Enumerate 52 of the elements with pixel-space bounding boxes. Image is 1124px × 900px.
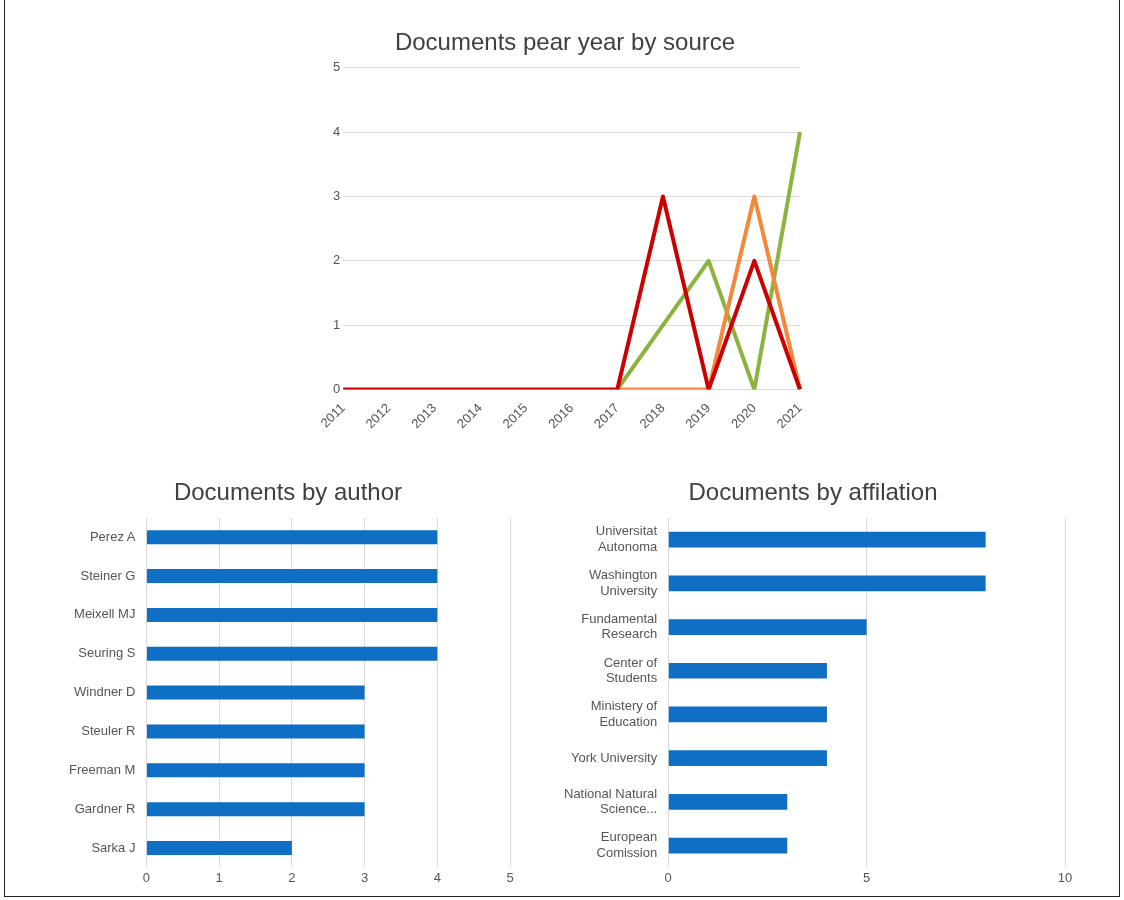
x-tick-label: 3 — [360, 869, 369, 885]
y-tick-label: Fundamental Research — [581, 610, 658, 642]
y-tick-label: European Comission — [596, 829, 658, 860]
bar — [146, 530, 438, 545]
bar — [146, 646, 438, 661]
bar — [668, 531, 986, 548]
chart-title: Documents by affilation — [688, 478, 938, 506]
x-tick-label: 4 — [433, 869, 441, 885]
y-tick-label: 1 — [333, 316, 341, 332]
bar — [146, 569, 438, 584]
bar — [668, 662, 827, 679]
y-tick-label: 0 — [333, 381, 341, 397]
y-tick-label: Sarka J — [91, 839, 136, 855]
bar — [668, 619, 867, 635]
y-tick-label: Washington University — [589, 567, 658, 598]
x-tick-label: 1 — [215, 869, 223, 885]
bar — [668, 793, 788, 810]
y-tick-label: Steuler R — [81, 723, 136, 739]
x-tick-label: 0 — [142, 869, 151, 885]
y-tick-label: 4 — [333, 123, 341, 139]
y-tick-label: Center of Students — [603, 654, 658, 686]
bar — [668, 706, 827, 723]
x-tick-label: 2 — [288, 869, 296, 885]
y-tick-label: Windner D — [74, 684, 136, 700]
bar — [668, 750, 827, 767]
y-tick-label: Seuring S — [78, 645, 136, 661]
y-tick-label: 3 — [333, 188, 341, 204]
bar — [668, 575, 986, 592]
bar — [146, 840, 292, 855]
bar — [146, 724, 365, 739]
y-tick-label: 2 — [333, 252, 341, 268]
bar — [146, 763, 365, 778]
y-tick-label: Perez A — [89, 528, 136, 544]
x-tick-label: 10 — [1057, 869, 1073, 885]
y-tick-label: National Natural Science... — [564, 785, 658, 817]
bar — [146, 802, 365, 817]
x-tick-label: 5 — [862, 869, 871, 885]
y-tick-label: 5 — [333, 59, 341, 75]
chart-title: Documents by author — [173, 478, 403, 506]
chart-title: Documents pear year by source — [394, 28, 736, 56]
y-tick-label: Gardner R — [74, 800, 136, 816]
x-tick-label: 0 — [664, 869, 672, 885]
y-tick-label: Freeman M — [68, 761, 136, 777]
bar — [146, 607, 438, 622]
y-tick-label: Steiner G — [80, 567, 136, 583]
y-tick-label: York University — [571, 749, 658, 765]
bar — [146, 685, 365, 700]
y-tick-label: Ministery of Education — [590, 698, 658, 729]
bar — [668, 837, 788, 854]
y-tick-label: Meixell MJ — [74, 606, 136, 622]
y-tick-label: Universitat Autonoma — [595, 523, 658, 555]
x-tick-label: 5 — [506, 869, 514, 885]
